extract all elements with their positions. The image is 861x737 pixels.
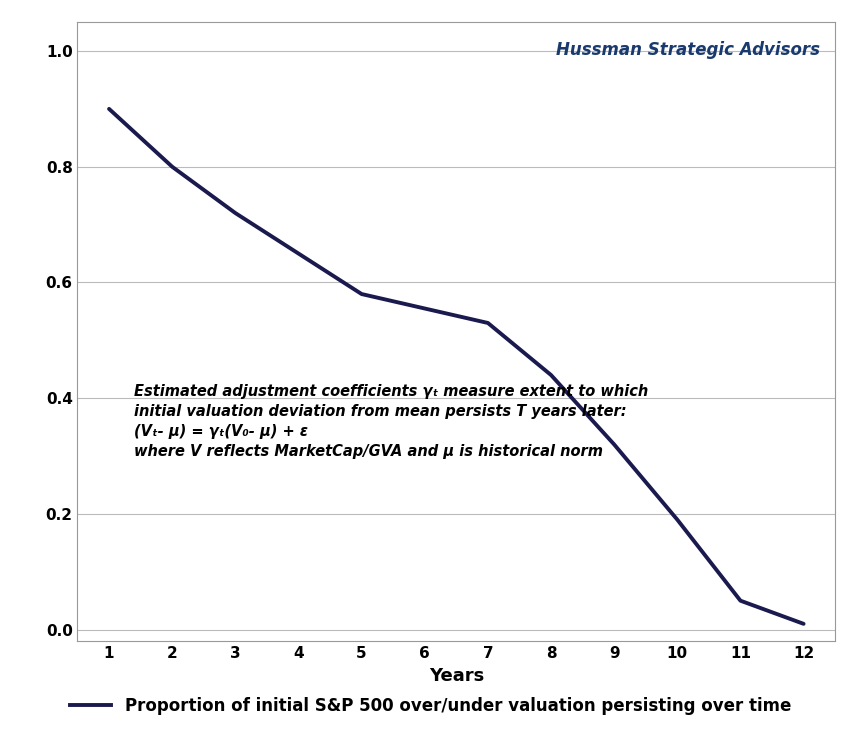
X-axis label: Years: Years: [429, 666, 484, 685]
Legend: Proportion of initial S&P 500 over/under valuation persisting over time: Proportion of initial S&P 500 over/under…: [63, 690, 798, 722]
Text: Estimated adjustment coefficients γₜ measure extent to which
initial valuation d: Estimated adjustment coefficients γₜ mea…: [134, 384, 648, 458]
Text: Hussman Strategic Advisors: Hussman Strategic Advisors: [556, 41, 820, 59]
